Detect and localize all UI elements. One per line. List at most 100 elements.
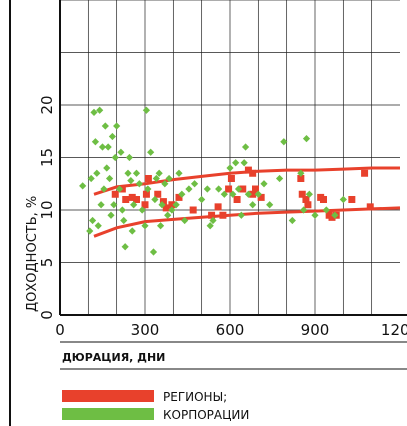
corporation-point xyxy=(331,211,339,219)
corporation-point xyxy=(155,169,163,177)
region-point xyxy=(304,201,312,209)
corporation-point xyxy=(97,201,105,209)
corporation-point xyxy=(165,174,173,183)
region-point xyxy=(239,185,247,193)
corporation-point xyxy=(190,180,199,188)
region-point xyxy=(214,203,222,211)
corporation-point xyxy=(98,143,107,151)
y-tick-label: 20 xyxy=(38,95,56,114)
region-point xyxy=(168,201,176,209)
corporation-point xyxy=(118,206,126,214)
corporation-point xyxy=(108,132,117,141)
corporation-point xyxy=(87,174,95,183)
corporation-point xyxy=(94,222,102,230)
corporation-point xyxy=(111,153,119,162)
corporation-point xyxy=(96,106,104,114)
corporation-point xyxy=(275,174,284,183)
x-tick-label: 900 xyxy=(301,321,330,339)
corporation-point xyxy=(297,169,305,177)
region-point xyxy=(142,190,150,198)
region-point xyxy=(227,175,235,182)
corporation-point xyxy=(232,159,240,167)
corporation-point xyxy=(130,201,138,209)
corporation-point xyxy=(79,182,87,190)
region-point xyxy=(361,169,369,177)
corporation-point xyxy=(103,164,111,172)
region-point xyxy=(297,175,305,182)
corporation-point xyxy=(110,201,118,209)
corporation-point xyxy=(125,153,134,162)
region-point xyxy=(249,190,257,198)
corporation-point xyxy=(132,169,141,177)
corporation-point xyxy=(141,222,149,230)
corporation-point xyxy=(158,201,166,209)
corporation-point xyxy=(175,169,183,177)
region-point xyxy=(328,213,336,221)
region-point xyxy=(219,211,227,219)
corporation-point xyxy=(198,195,206,204)
corporation-point xyxy=(241,143,250,151)
corporation-point xyxy=(142,106,151,114)
corporation-point xyxy=(144,185,152,193)
corporation-point xyxy=(215,185,223,193)
corporation-point xyxy=(229,190,237,198)
gridlines xyxy=(60,0,400,315)
corporation-point xyxy=(300,206,308,214)
corporation-point xyxy=(100,185,108,193)
corporation-point xyxy=(266,201,274,209)
corporation-point xyxy=(172,201,180,209)
axes xyxy=(59,0,407,316)
corporation-point xyxy=(115,185,124,193)
y-tick-label: 10 xyxy=(38,200,56,219)
corporation-point xyxy=(226,164,234,172)
region-point xyxy=(244,166,252,174)
region-point xyxy=(208,211,216,219)
region-point xyxy=(133,196,140,203)
corporation-point xyxy=(101,122,109,130)
region-point xyxy=(144,175,152,182)
corporation-point xyxy=(86,227,94,235)
legend: РЕГИОНЫ; КОРПОРАЦИИ xyxy=(62,390,249,422)
corporation-point xyxy=(280,138,288,146)
corporation-point xyxy=(181,216,189,225)
region-point xyxy=(111,190,119,198)
corporation-point xyxy=(288,216,296,225)
corporation-point xyxy=(339,195,347,204)
corporation-point xyxy=(93,169,101,177)
corporation-point xyxy=(138,206,146,214)
legend-swatch-regions xyxy=(62,390,154,402)
corporation-point xyxy=(203,185,211,193)
corporation-point xyxy=(117,148,125,156)
corporation-point xyxy=(90,108,98,116)
data-points xyxy=(79,106,374,256)
y-tick-labels: 0 5 10 15 20 xyxy=(38,95,56,319)
corporation-point xyxy=(240,159,248,167)
y-axis-label: ДОХОДНОСТЬ, % xyxy=(25,196,40,312)
corporation-point xyxy=(88,216,97,225)
region-point xyxy=(128,193,136,201)
corporation-point xyxy=(209,216,217,225)
corporation-point xyxy=(311,211,319,219)
region-point xyxy=(175,193,183,201)
legend-label-corporations: КОРПОРАЦИИ xyxy=(163,408,249,422)
corporation-point xyxy=(120,216,128,225)
corporation-point xyxy=(254,190,262,198)
corporation-point xyxy=(104,143,112,151)
region-point xyxy=(122,196,130,203)
corporation-point xyxy=(107,211,115,219)
corporation-point xyxy=(244,190,253,198)
region-point xyxy=(302,196,310,203)
corporation-point xyxy=(121,243,129,251)
corporation-point xyxy=(151,195,159,204)
legend-label-regions: РЕГИОНЫ; xyxy=(163,390,227,404)
corporation-point xyxy=(149,248,158,256)
region-point xyxy=(252,185,259,193)
y-tick-label: 15 xyxy=(38,148,56,167)
region-point xyxy=(249,169,257,177)
corporation-point xyxy=(220,190,228,198)
region-point xyxy=(320,196,327,203)
region-point xyxy=(225,185,233,193)
corporation-point xyxy=(178,190,186,198)
region-point xyxy=(154,190,162,198)
